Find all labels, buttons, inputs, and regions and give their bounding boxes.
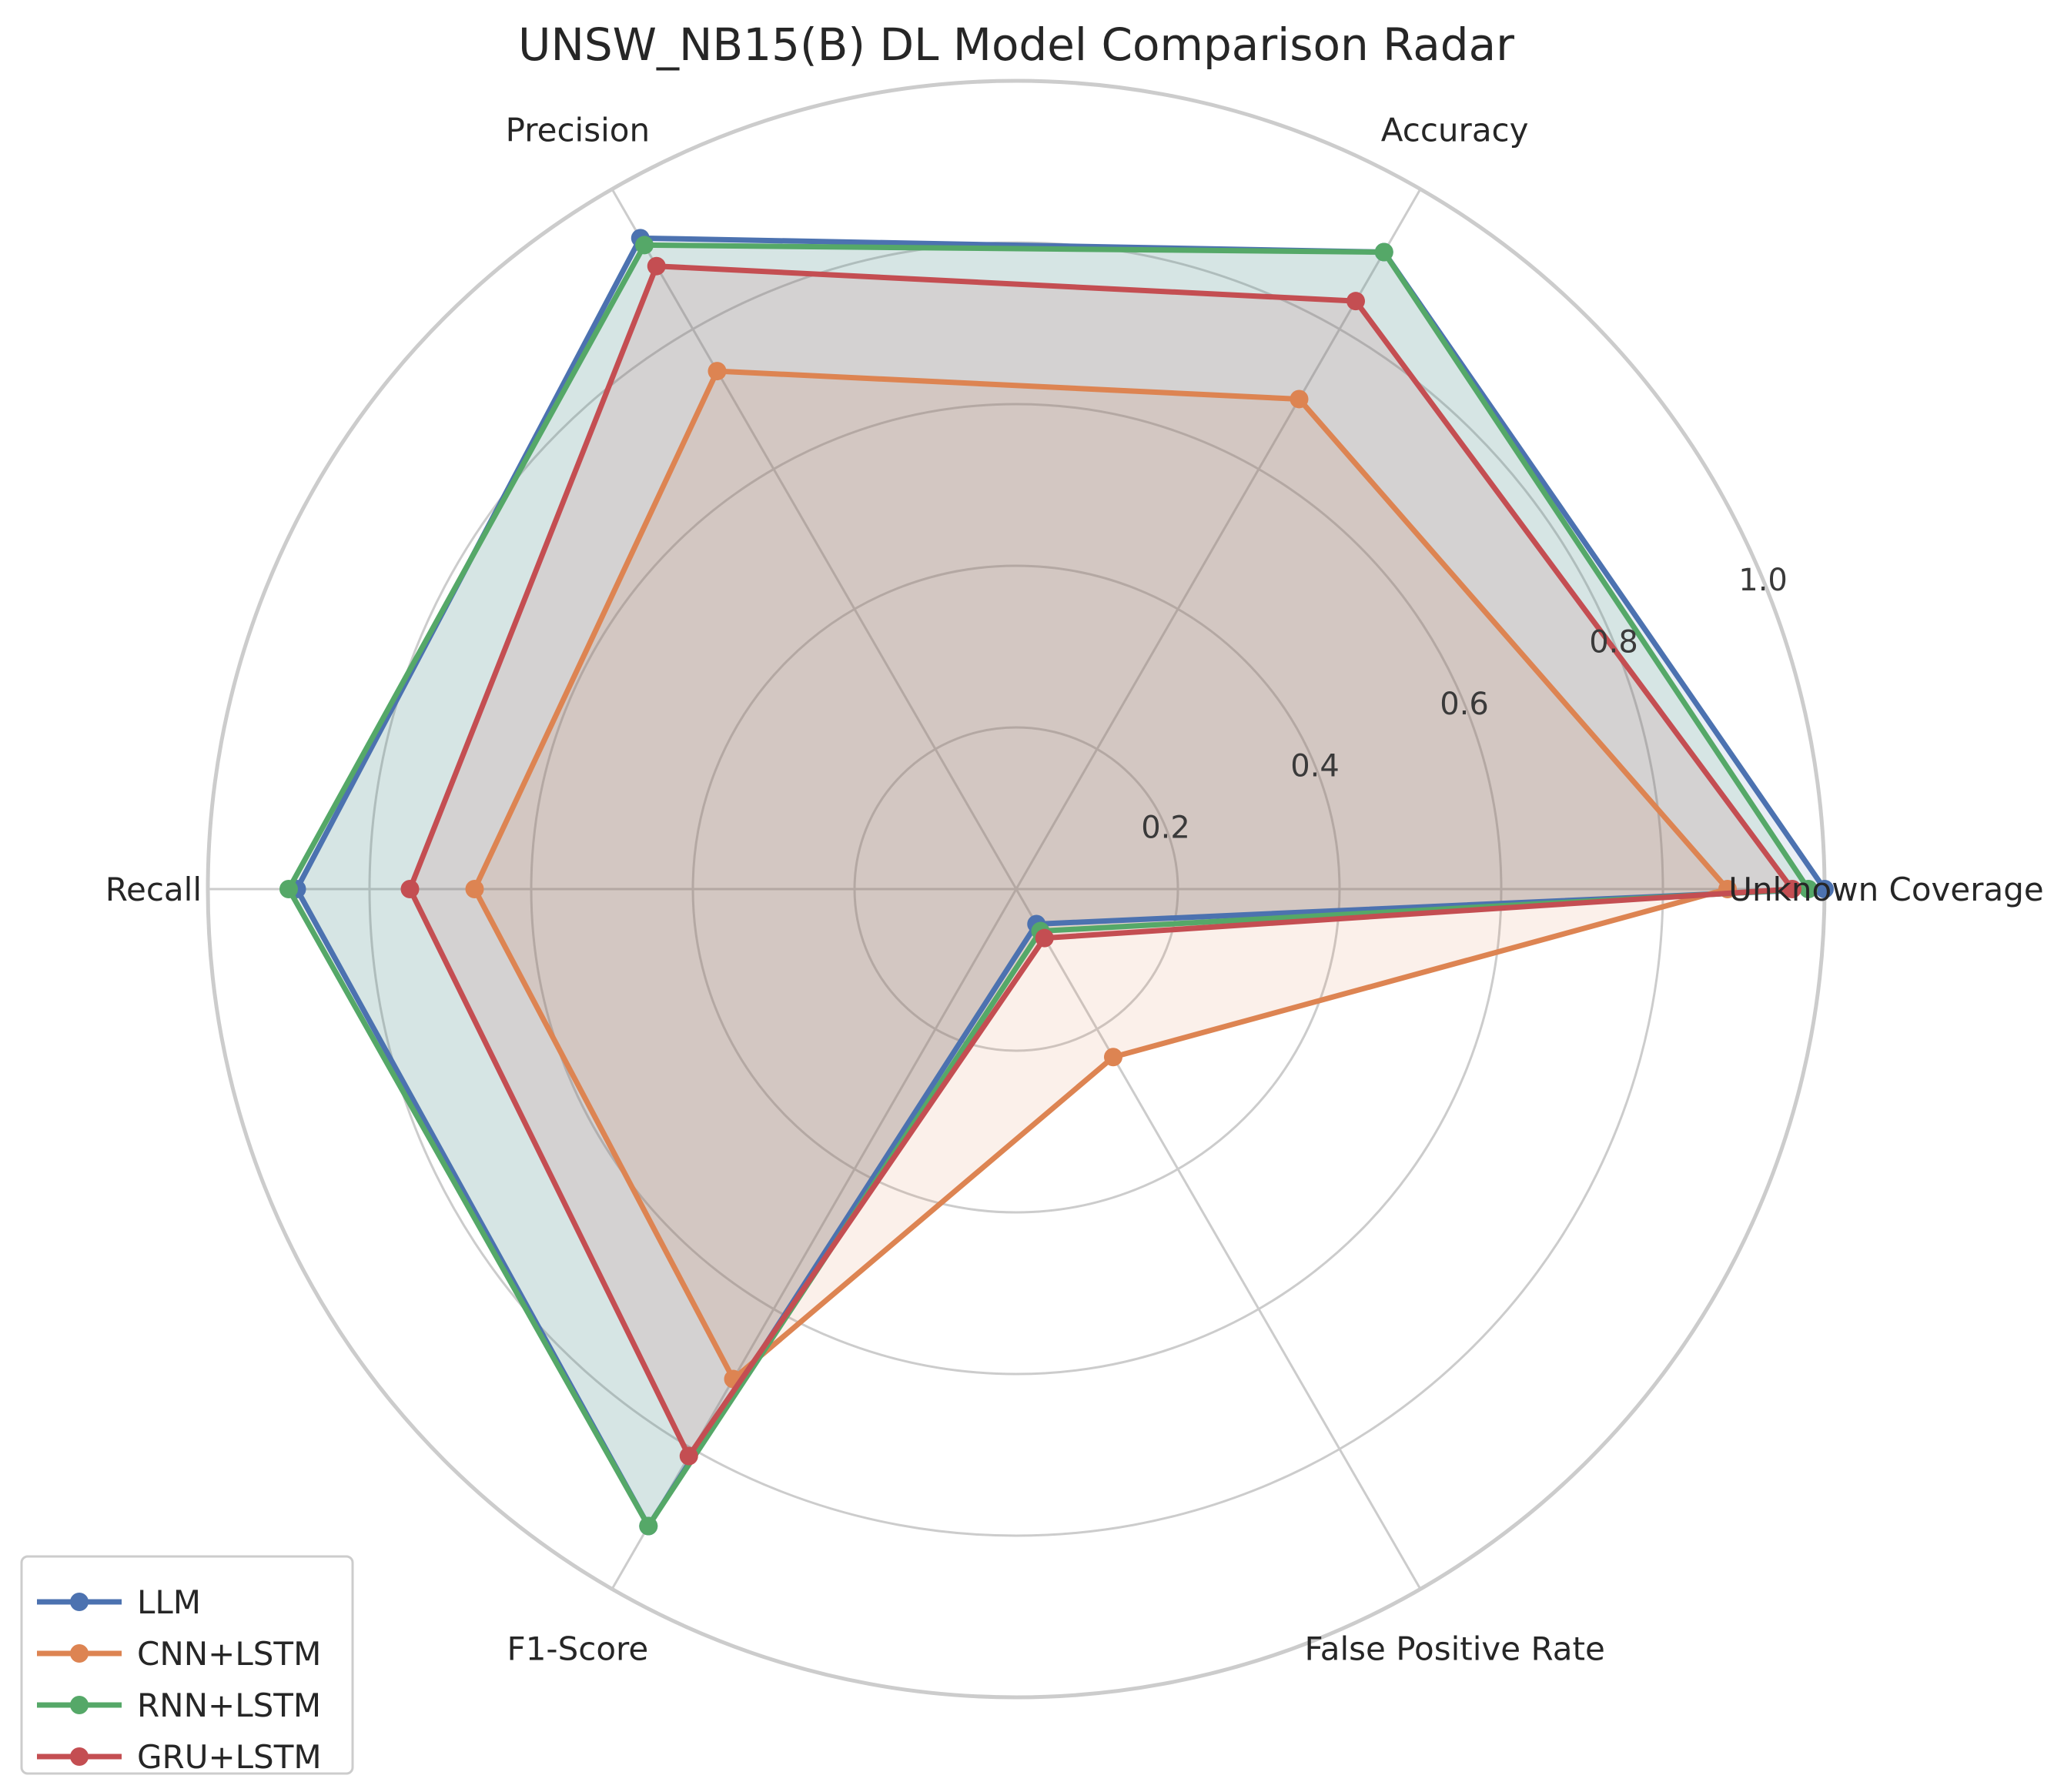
data-point: [465, 880, 484, 898]
axis-label: F1-Score: [507, 1630, 649, 1668]
r-tick-label: 0.2: [1141, 811, 1190, 846]
legend-marker: [70, 1696, 89, 1714]
data-point: [1346, 292, 1365, 311]
r-tick-label: 0.4: [1290, 748, 1340, 784]
data-point: [647, 256, 666, 276]
series-area: [474, 371, 1728, 1379]
data-point: [1104, 1048, 1122, 1067]
data-point: [1799, 880, 1818, 898]
axis-label: Precision: [506, 111, 650, 149]
chart-title: UNSW_NB15(B) DL Model Comparison Radar: [518, 18, 1514, 71]
data-point: [639, 1516, 658, 1536]
data-point: [1374, 242, 1393, 262]
axis-labels: Unknown Coverage Accuracy Precision Recall F…: [105, 111, 2044, 1667]
axis-label: False Positive Rate: [1304, 1630, 1604, 1668]
r-tick-label: 0.6: [1440, 687, 1489, 722]
data-point: [679, 1446, 698, 1466]
r-tick-label: 0.8: [1589, 625, 1638, 660]
data-point: [1815, 880, 1834, 898]
legend-label: RNN+LSTM: [137, 1687, 321, 1724]
axis-label: Accuracy: [1381, 111, 1529, 149]
series-area: [410, 266, 1792, 1456]
r-tick-label: 1.0: [1738, 563, 1788, 598]
radial-ticks: 0.2 0.4 0.6 0.8 1.0: [1141, 563, 1788, 845]
data-point: [635, 236, 654, 255]
radar-grid: [206, 79, 1827, 1700]
series-area: [289, 245, 1808, 1526]
legend-label: CNN+LSTM: [137, 1635, 321, 1673]
legend-marker: [70, 1644, 89, 1663]
data-point: [279, 880, 298, 898]
legend-marker: [70, 1747, 89, 1766]
grid-spoke: [1015, 888, 1422, 1590]
data-point: [400, 880, 420, 898]
data-point: [1783, 880, 1801, 898]
axis-label: Recall: [105, 871, 202, 908]
data-point: [708, 362, 727, 381]
legend-label: GRU+LSTM: [137, 1738, 322, 1776]
legend: LLM CNN+LSTM RNN+LSTM GRU+LSTM: [20, 1555, 354, 1776]
legend-marker: [70, 1593, 89, 1611]
legend-label: LLM: [137, 1583, 201, 1621]
grid-spoke: [611, 888, 1018, 1590]
grid-spoke: [611, 188, 1018, 890]
legend-frame: [20, 1555, 354, 1775]
data-point: [1290, 389, 1309, 409]
axis-label: Unknown Coverage: [1728, 871, 2044, 908]
series-layer: [279, 229, 1834, 1536]
data-point: [1035, 928, 1054, 948]
